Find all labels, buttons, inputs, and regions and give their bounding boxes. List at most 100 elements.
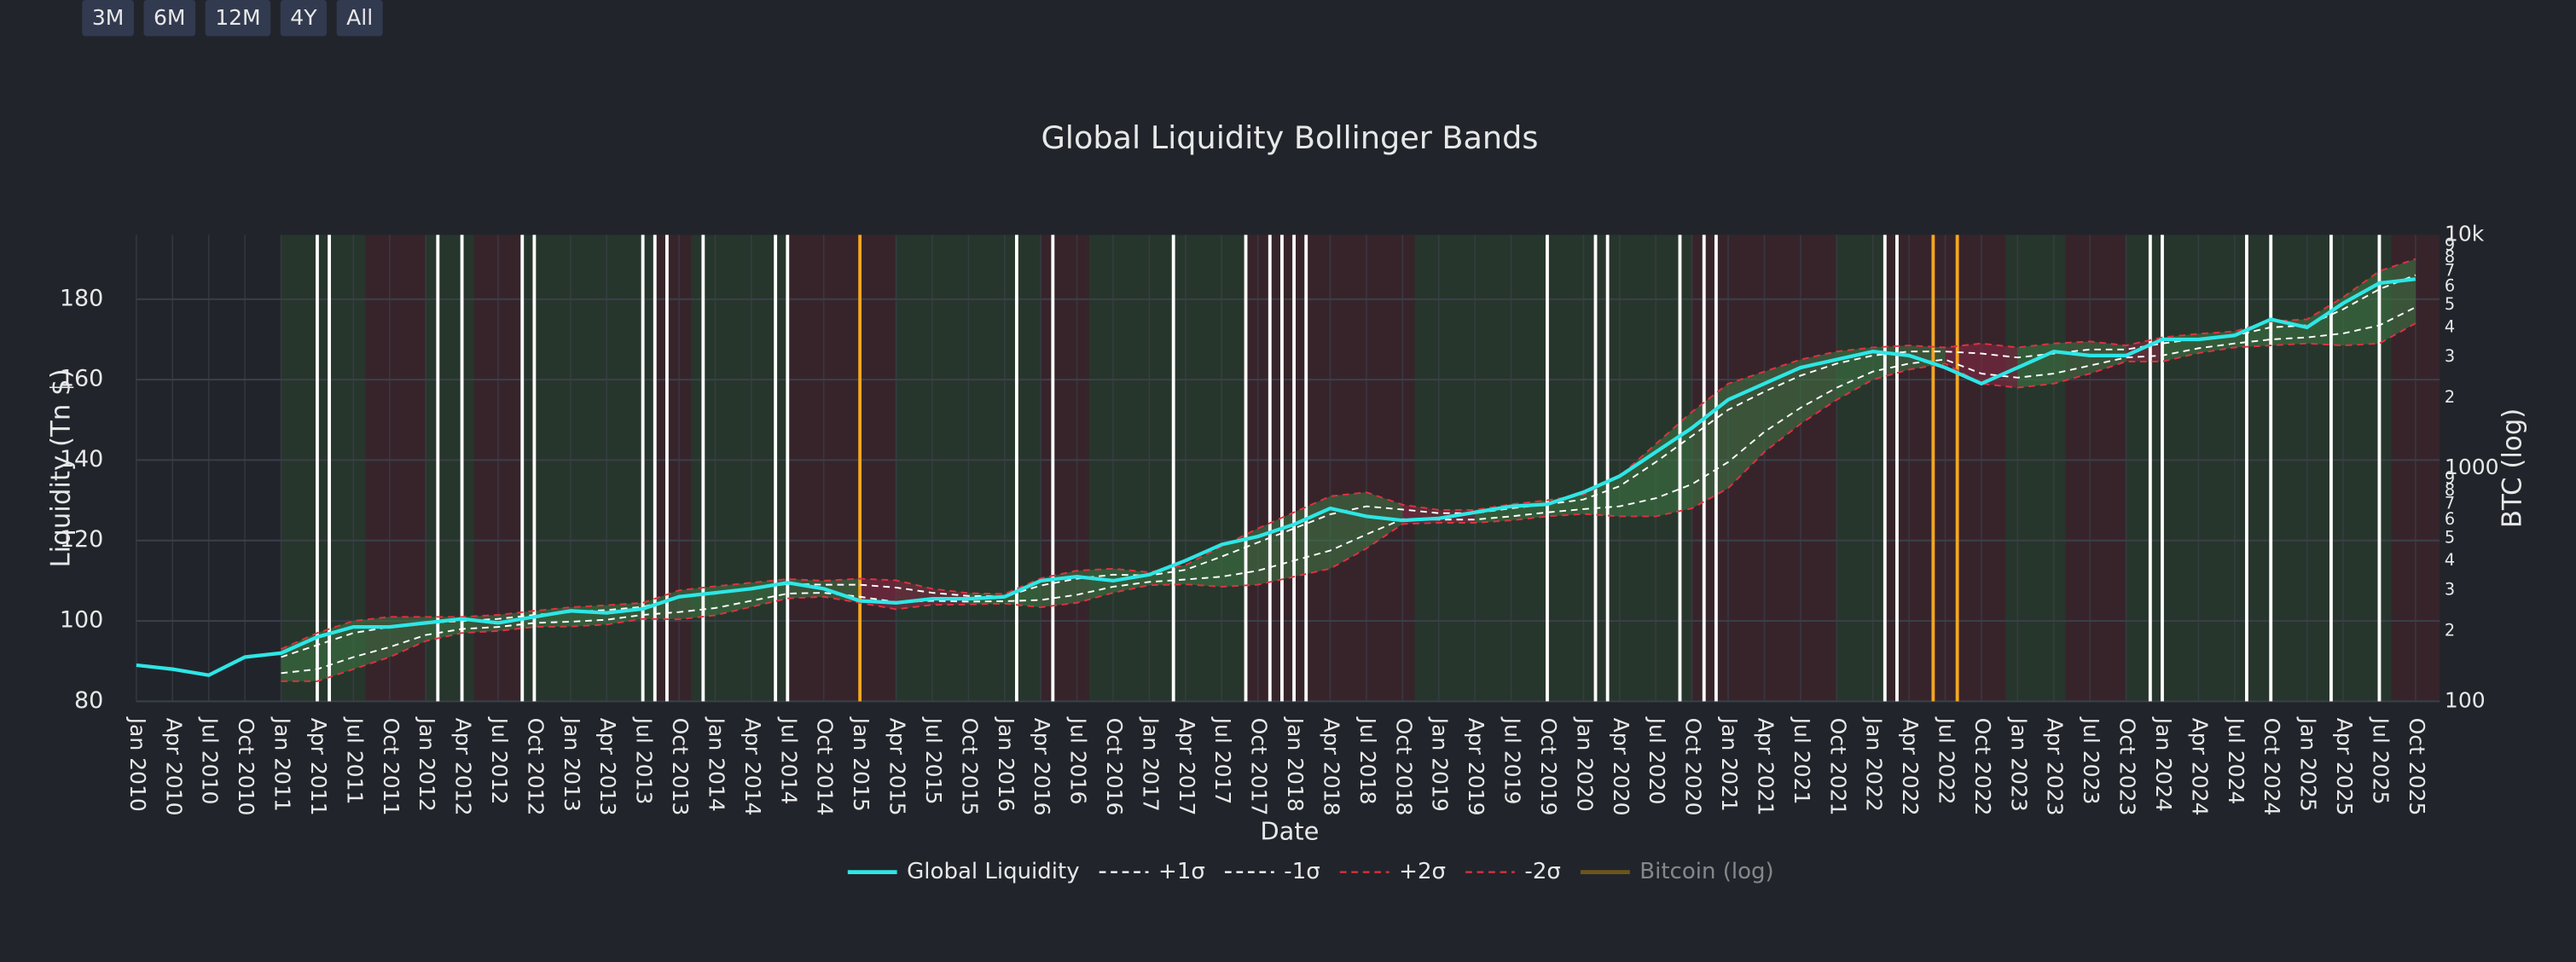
range-button[interactable]: 3M [82, 0, 134, 37]
band-fill [1764, 359, 1801, 453]
y2-tick-label: 9 [2445, 468, 2455, 488]
button-label[interactable]: All [346, 5, 373, 30]
band-fill [2234, 321, 2271, 348]
legend-item[interactable]: Bitcoin (log) [1580, 859, 1774, 884]
x-tick-label: Jan 2017 [1138, 716, 1163, 812]
x-tick-label: Apr 2011 [306, 718, 331, 816]
x-tick-label: Jul 2012 [487, 716, 512, 805]
band-fill [1981, 343, 2018, 388]
x-tick-label: Jan 2024 [2151, 716, 2176, 812]
series-line [281, 322, 2416, 682]
y2-tick-label: 3 [2445, 579, 2455, 599]
legend-label[interactable]: -1σ [1284, 859, 1320, 884]
x-tick-label: Jan 2022 [1862, 716, 1887, 812]
legend-label[interactable]: +1σ [1158, 859, 1205, 884]
x-tick-label: Apr 2020 [1609, 718, 1633, 816]
x-tick-label: Jul 2017 [1210, 716, 1235, 805]
legend-label[interactable]: Bitcoin (log) [1639, 859, 1773, 884]
y2-tick-label: 4 [2445, 550, 2455, 570]
legend-item[interactable]: Global Liquidity [847, 859, 1080, 884]
legend-item[interactable]: -1σ [1224, 859, 1320, 884]
x-tick-label: Apr 2015 [885, 718, 910, 816]
y2-tick-label: 6 [2445, 276, 2455, 296]
y-tick-label: 100 [60, 607, 103, 634]
button-label[interactable]: 12M [215, 5, 260, 30]
x-tick-label: Oct 2011 [379, 718, 403, 816]
x-tick-label: Oct 2016 [1102, 718, 1127, 816]
x-tick-label: Oct 2013 [668, 718, 693, 816]
band-fill [1619, 443, 1656, 517]
band-fill [1836, 347, 1873, 400]
x-tick-label: Apr 2022 [1898, 718, 1923, 816]
legend-item[interactable]: +2σ [1339, 859, 1446, 884]
y2-tick-label: 5 [2445, 528, 2455, 548]
chart-title: Global Liquidity Bollinger Bands [1041, 119, 1538, 156]
x-tick-label: Jan 2023 [2006, 716, 2031, 812]
band-fill [1691, 383, 1729, 509]
range-button[interactable]: 4Y [280, 0, 328, 37]
button-label[interactable]: 6M [154, 5, 186, 30]
legend-label[interactable]: -2σ [1524, 859, 1560, 884]
y2-tick-label: 2 [2445, 387, 2455, 407]
range-button[interactable]: 12M [205, 0, 271, 37]
x-tick-label: Jul 2022 [1934, 716, 1958, 805]
x-tick-label: Apr 2024 [2187, 718, 2212, 816]
x-tick-label: Oct 2017 [1247, 718, 1272, 816]
x-tick-label: Jan 2018 [1283, 716, 1308, 812]
x-tick-label: Jan 2015 [849, 716, 873, 812]
legend-item[interactable]: -2σ [1465, 859, 1561, 884]
button-label[interactable]: 4Y [290, 5, 317, 30]
legend-label[interactable]: Global Liquidity [907, 859, 1079, 884]
band-fill [281, 633, 317, 681]
range-button[interactable]: 6M [143, 0, 196, 37]
grid-layer [136, 235, 2440, 703]
x-tick-label: Apr 2019 [1464, 718, 1488, 816]
x-tick-label: Jul 2021 [1790, 716, 1814, 805]
button-bg[interactable] [280, 0, 328, 37]
button-bg[interactable] [205, 0, 271, 37]
x-tick-label: Oct 2015 [957, 718, 982, 816]
series-line [136, 277, 2416, 677]
y2-tick-label: 6 [2445, 509, 2455, 529]
label-layer: 80 100 120 140 160 180 Jan 2010 Apr 2010 Jul 201… [60, 221, 2499, 815]
y-tick-label: 180 [60, 285, 103, 311]
button-bg[interactable] [336, 0, 383, 37]
x-tick-label: Jan 2014 [704, 716, 728, 812]
button-bg[interactable] [82, 0, 134, 37]
x-tick-label: Jan 2011 [270, 716, 295, 812]
x-tick-label: Apr 2014 [740, 718, 765, 816]
regime-band [691, 235, 788, 702]
x-tick-label: Jul 2023 [2079, 716, 2103, 805]
range-button[interactable]: All [336, 0, 383, 37]
y-tick-label: 160 [60, 366, 103, 392]
legend-label[interactable]: +2σ [1399, 859, 1446, 884]
band-fill [1149, 565, 1186, 586]
x-tick-label: Jul 2019 [1500, 716, 1525, 805]
band-fill [679, 586, 716, 620]
regime-band [654, 235, 692, 702]
legend-item[interactable]: +1σ [1099, 859, 1205, 884]
band-fill [1656, 411, 1692, 517]
x-tick-label: Oct 2014 [813, 718, 838, 816]
regime-band [1041, 235, 1089, 702]
regime-band [2065, 235, 2126, 702]
band-fill [1257, 512, 1295, 585]
x-tick-label: Apr 2021 [1753, 718, 1778, 816]
series-line [281, 274, 2416, 658]
regime-band [1088, 235, 1246, 702]
band-fill [1185, 546, 1222, 587]
x-tick-label: Jan 2013 [560, 716, 584, 812]
y2-tick-label: 8 [2445, 480, 2455, 500]
x-tick-label: Jul 2015 [921, 716, 946, 805]
band-fill [1294, 495, 1331, 577]
band-fill [1728, 371, 1765, 489]
regime-band [787, 235, 896, 702]
button-bg[interactable] [143, 0, 196, 37]
y2-tick-label: 5 [2445, 294, 2455, 314]
button-label[interactable]: 3M [92, 5, 125, 30]
x-tick-label: Jan 2012 [415, 716, 439, 812]
y2-tick-label: 100 [2445, 687, 2486, 712]
x-tick-label: Apr 2018 [1319, 718, 1343, 816]
y2-tick-label: 2 [2445, 621, 2455, 640]
